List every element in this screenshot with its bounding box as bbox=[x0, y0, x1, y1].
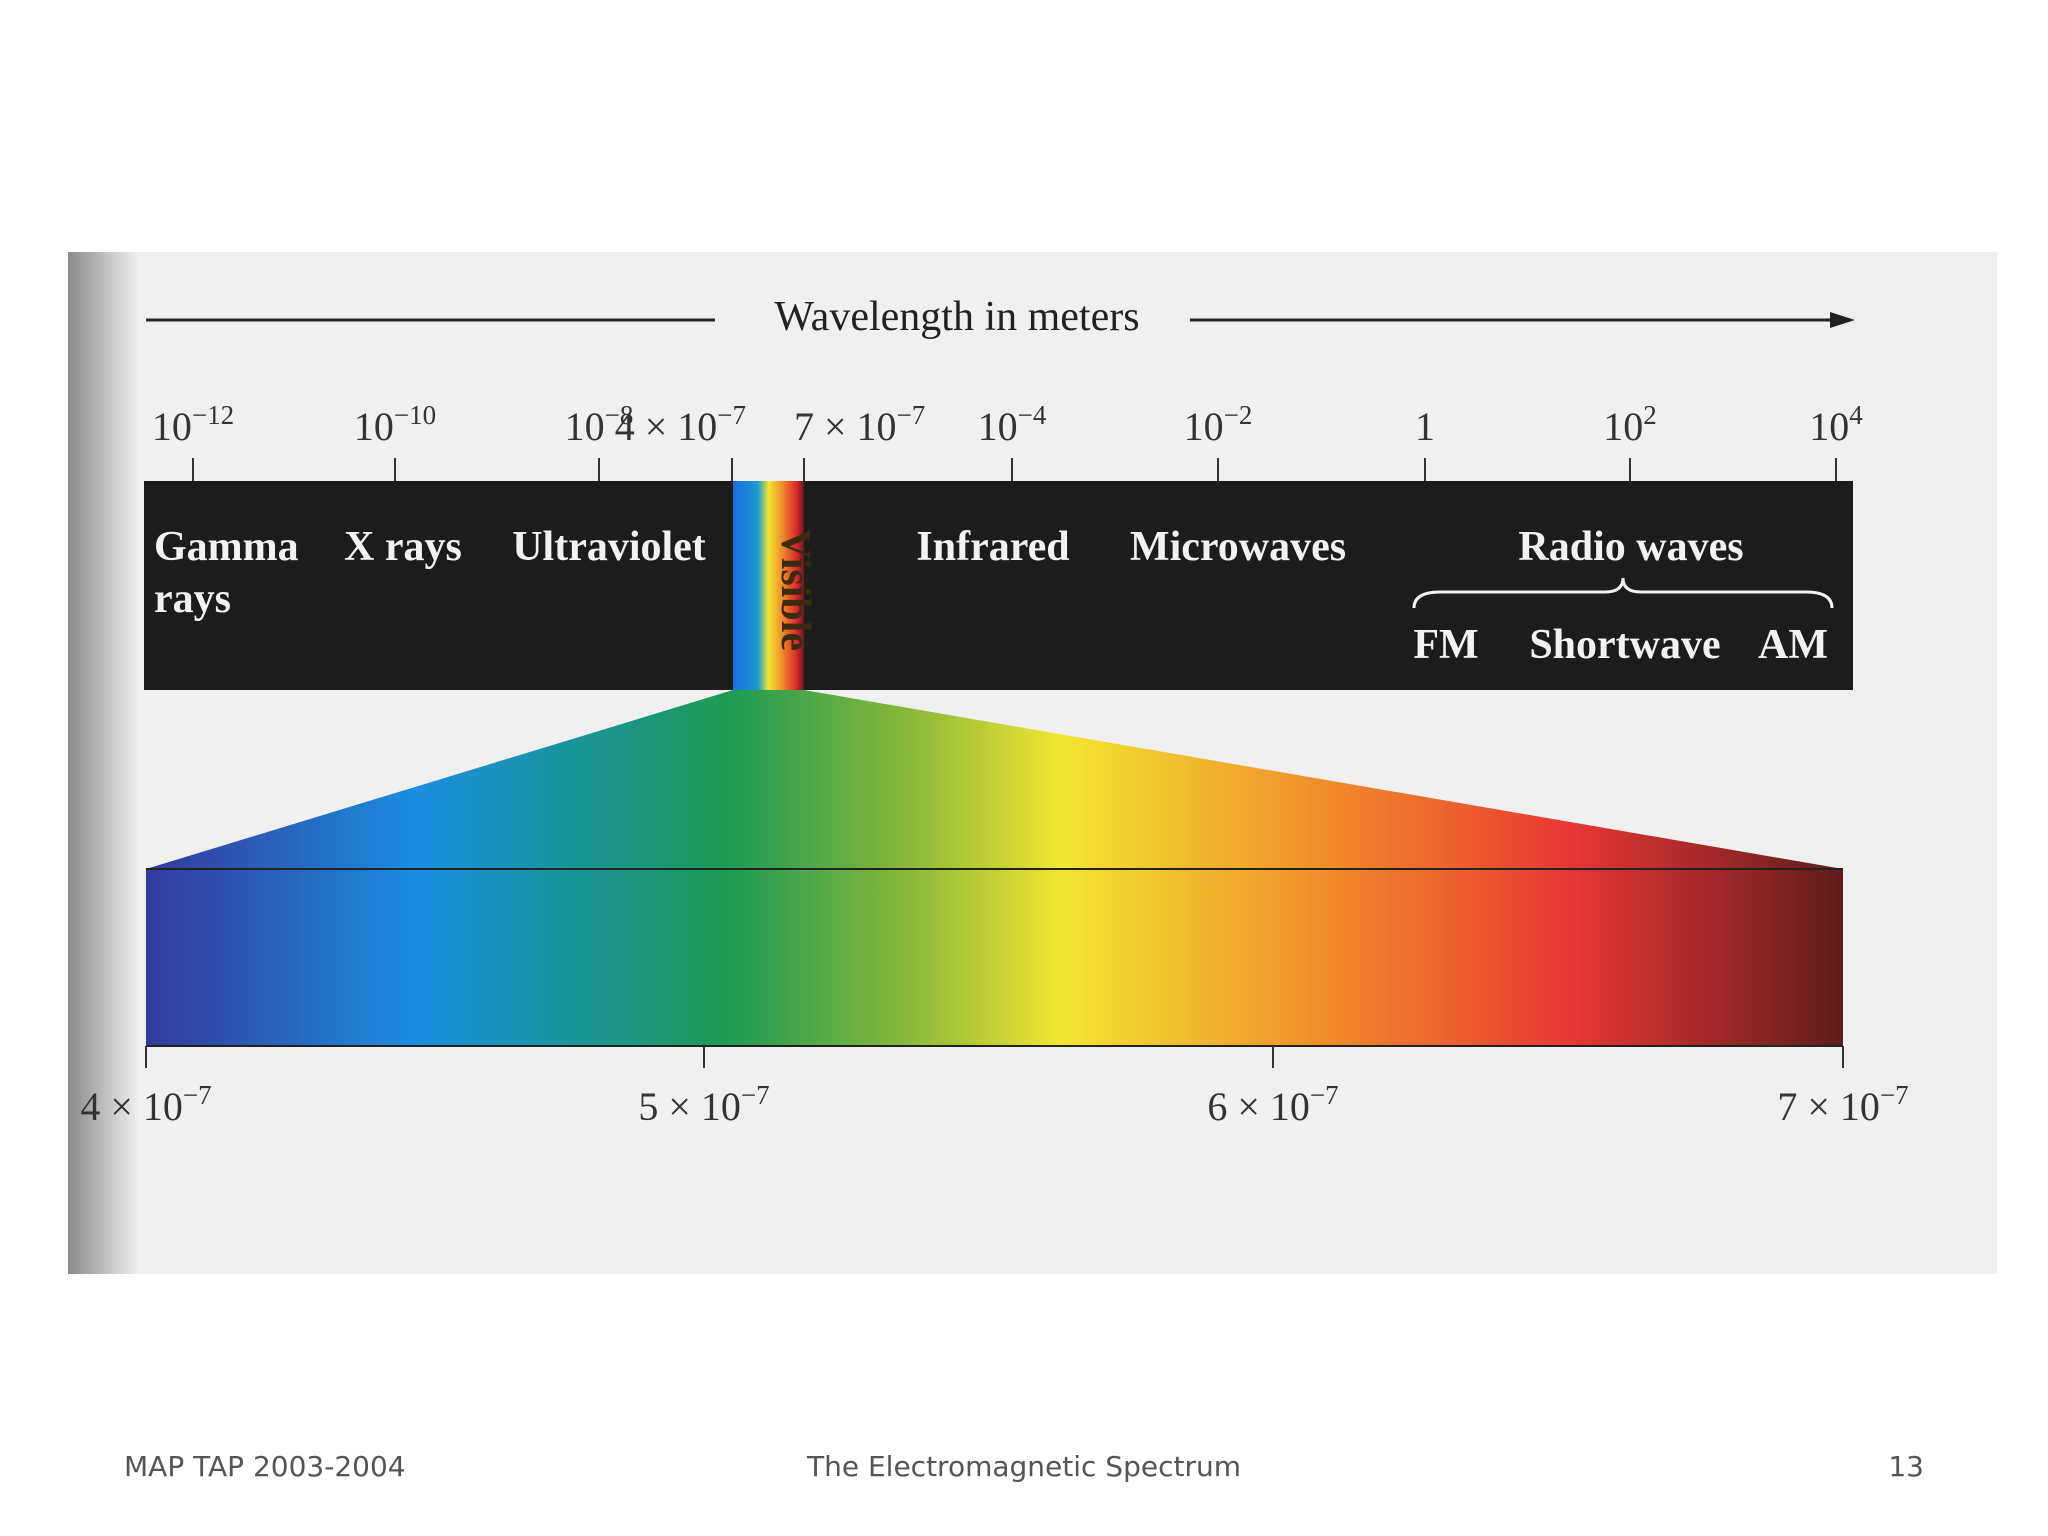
scan-shadow bbox=[68, 252, 138, 1274]
band-label: Visible bbox=[772, 529, 818, 651]
tick-text: 10 bbox=[354, 404, 394, 449]
tick-group: 10−12 10−10 10−84 × 10−7 7 × 10−7 10−4 10−2 1 1… bbox=[80, 400, 1908, 1129]
tick-label: 5 × 10−7 bbox=[638, 1080, 769, 1129]
axis-label: Wavelength in meters bbox=[774, 294, 1139, 340]
footer-center: The Electromagnetic Spectrum bbox=[806, 1450, 1241, 1483]
radio-brace bbox=[1412, 577, 1834, 609]
tick-text: 10 bbox=[1809, 404, 1849, 449]
tick-label: 102 bbox=[1603, 400, 1657, 449]
band-label: rays bbox=[154, 576, 231, 622]
band-label: Gamma bbox=[154, 524, 299, 570]
tick-exponent: −2 bbox=[1224, 400, 1253, 430]
band-label: Ultraviolet bbox=[512, 524, 706, 570]
visible-expansion bbox=[146, 690, 1843, 869]
tick-text: 4 × 10 bbox=[80, 1084, 183, 1129]
tick-exponent: 2 bbox=[1643, 400, 1657, 430]
band-label: X rays bbox=[344, 524, 462, 570]
tick-text: 10 bbox=[1184, 404, 1224, 449]
tick-label: 6 × 10−7 bbox=[1207, 1080, 1338, 1129]
tick-text: 10 bbox=[978, 404, 1018, 449]
tick-exponent: −4 bbox=[1018, 400, 1047, 430]
tick-text: 6 × 10 bbox=[1207, 1084, 1310, 1129]
tick-text: 10 bbox=[152, 404, 192, 449]
tick-text: 10 bbox=[565, 404, 605, 449]
band-label: Microwaves bbox=[1130, 524, 1346, 570]
tick-label: 10−12 bbox=[152, 400, 234, 449]
tick-label: 4 × 10−7 bbox=[615, 400, 746, 449]
arrow-head bbox=[1830, 312, 1855, 328]
tick-text: 10 bbox=[1603, 404, 1643, 449]
band-label: Infrared bbox=[916, 524, 1069, 570]
tick-exponent: −7 bbox=[897, 400, 926, 430]
tick-text: 7 × 10 bbox=[794, 404, 897, 449]
tick-exponent: −7 bbox=[183, 1080, 212, 1110]
spectrum-band bbox=[144, 481, 1853, 690]
tick-label: 10−4 bbox=[978, 400, 1047, 449]
tick-label: 104 bbox=[1809, 400, 1863, 449]
footer-left: MAP TAP 2003-2004 bbox=[124, 1450, 406, 1483]
tick-label: 1 bbox=[1415, 404, 1435, 449]
visible-strip bbox=[733, 481, 804, 690]
tick-exponent: −7 bbox=[717, 400, 746, 430]
band-label: FM bbox=[1413, 622, 1478, 668]
tick-exponent: −7 bbox=[1880, 1080, 1909, 1110]
tick-text: 7 × 10 bbox=[1777, 1084, 1880, 1129]
tick-text: 4 × 10 bbox=[615, 404, 718, 449]
tick-label: 7 × 10−7 bbox=[1777, 1080, 1908, 1129]
footer-right: 13 bbox=[1888, 1450, 1924, 1483]
tick-exponent: 4 bbox=[1849, 400, 1863, 430]
tick-exponent: −10 bbox=[394, 400, 436, 430]
band-label: Shortwave bbox=[1529, 622, 1720, 668]
tick-label: 4 × 10−7 bbox=[80, 1080, 211, 1129]
band-label: AM bbox=[1758, 622, 1828, 668]
tick-exponent: −8 bbox=[605, 400, 634, 430]
tick-label: 10−2 bbox=[1184, 400, 1253, 449]
tick-text: 1 bbox=[1415, 404, 1435, 449]
tick-exponent: −7 bbox=[1310, 1080, 1339, 1110]
tick-exponent: −12 bbox=[192, 400, 234, 430]
band-label: Radio waves bbox=[1518, 524, 1743, 570]
tick-exponent: −7 bbox=[741, 1080, 770, 1110]
tick-label: 7 × 10−7 bbox=[794, 400, 925, 449]
tick-label: 10−8 bbox=[565, 400, 634, 449]
tick-text: 5 × 10 bbox=[638, 1084, 741, 1129]
tick-label: 10−10 bbox=[354, 400, 436, 449]
visible-spectrum bbox=[146, 869, 1843, 1046]
